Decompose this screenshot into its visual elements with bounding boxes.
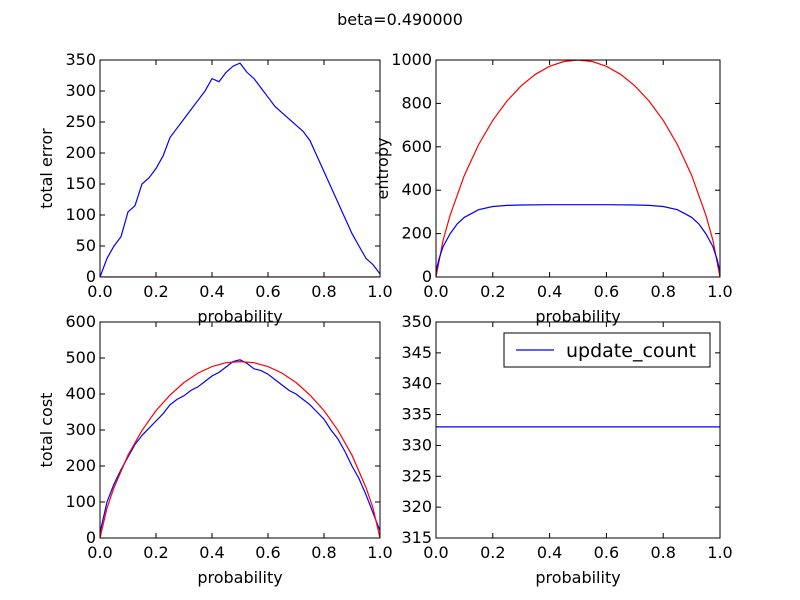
x-tick-label: 1.0 <box>707 282 732 301</box>
series-line-blue <box>100 62 380 277</box>
x-tick-label: 0.4 <box>199 282 224 301</box>
x-axis-label: probability <box>197 568 282 587</box>
x-axis-label: probability <box>535 568 620 587</box>
x-tick-label: 0.4 <box>199 543 224 562</box>
x-tick-label: 0.0 <box>87 282 112 301</box>
x-tick-label: 0.0 <box>87 543 112 562</box>
y-tick-label: 150 <box>65 174 96 193</box>
y-tick-label: 400 <box>65 384 96 403</box>
subplot-top-right: 0.0 0.2 0.4 0.6 0.8 1.0 0 200 400 600 800 1000 proba… <box>373 50 733 326</box>
figure-suptitle: beta=0.490000 <box>337 10 463 29</box>
y-tick-label: 600 <box>65 312 96 331</box>
x-axis-label: probability <box>197 307 282 326</box>
y-axis-label: total cost <box>37 393 56 468</box>
y-tick-label: 200 <box>401 224 432 243</box>
x-tick-label: 0.2 <box>143 543 168 562</box>
x-tick-label: 0.0 <box>423 543 448 562</box>
y-tick-label: 400 <box>401 180 432 199</box>
y-axis-label: entropy <box>373 138 392 200</box>
y-tick-label: 250 <box>65 112 96 131</box>
y-tick-label: 50 <box>76 236 96 255</box>
y-tick-label: 320 <box>401 497 432 516</box>
series-line-blue <box>100 359 380 533</box>
subplot-bottom-right: 0.0 0.2 0.4 0.6 0.8 1.0 315 320 325 330 335 340 345 3… <box>401 312 732 587</box>
y-tick-label: 600 <box>401 137 432 156</box>
y-tick-label: 0 <box>86 267 96 286</box>
y-tick-label: 200 <box>65 456 96 475</box>
axes-frame <box>99 59 381 278</box>
legend: update_count <box>503 332 711 368</box>
x-tick-label: 0.4 <box>537 282 562 301</box>
y-tick-label: 1000 <box>391 50 432 69</box>
x-tick-label: 0.0 <box>423 282 448 301</box>
x-tick-label: 0.6 <box>594 543 619 562</box>
subplot-grid: 0.0 0.2 0.4 0.6 0.8 1.0 0 50 100 150 200 250 300 350 p… <box>37 50 733 587</box>
y-tick-label: 350 <box>401 312 432 331</box>
x-tick-label: 0.8 <box>650 543 675 562</box>
x-tick-label: 1.0 <box>367 543 392 562</box>
x-tick-label: 0.2 <box>480 282 505 301</box>
series-line-red <box>436 60 720 277</box>
y-tick-label: 335 <box>401 405 432 424</box>
x-tick-label: 0.6 <box>594 282 619 301</box>
x-tick-label: 0.8 <box>650 282 675 301</box>
x-axis-label: probability <box>535 307 620 326</box>
x-tick-label: 1.0 <box>367 282 392 301</box>
axes-frame <box>435 321 721 539</box>
y-tick-label: 300 <box>65 81 96 100</box>
x-tick-label: 0.2 <box>143 282 168 301</box>
y-axis-label: total error <box>37 128 56 209</box>
y-tick-label: 330 <box>401 435 432 454</box>
y-tick-label: 500 <box>65 348 96 367</box>
y-tick-label: 325 <box>401 466 432 485</box>
x-tick-label: 0.6 <box>255 543 280 562</box>
y-tick-label: 100 <box>65 205 96 224</box>
subplot-top-left: 0.0 0.2 0.4 0.6 0.8 1.0 0 50 100 150 200 250 300 350 p… <box>37 50 393 326</box>
y-tick-label: 0 <box>86 528 96 547</box>
series-line-red <box>100 360 380 538</box>
x-tick-label: 0.6 <box>255 282 280 301</box>
axes-frame <box>435 59 721 278</box>
y-tick-label: 345 <box>401 343 432 362</box>
y-tick-label: 0 <box>422 267 432 286</box>
y-tick-label: 800 <box>401 93 432 112</box>
y-tick-label: 350 <box>65 50 96 69</box>
x-tick-label: 0.8 <box>311 282 336 301</box>
legend-label: update_count <box>566 340 696 362</box>
y-tick-label: 200 <box>65 143 96 162</box>
x-tick-label: 1.0 <box>707 543 732 562</box>
y-tick-label: 100 <box>65 492 96 511</box>
y-tick-label: 315 <box>401 528 432 547</box>
y-tick-label: 300 <box>65 420 96 439</box>
x-tick-label: 0.4 <box>537 543 562 562</box>
y-tick-label: 340 <box>401 374 432 393</box>
x-tick-label: 0.2 <box>480 543 505 562</box>
series-line-blue <box>436 204 720 272</box>
subplot-bottom-left: 0.0 0.2 0.4 0.6 0.8 1.0 0 100 200 300 400 500 600 pro… <box>37 312 393 587</box>
x-tick-label: 0.8 <box>311 543 336 562</box>
